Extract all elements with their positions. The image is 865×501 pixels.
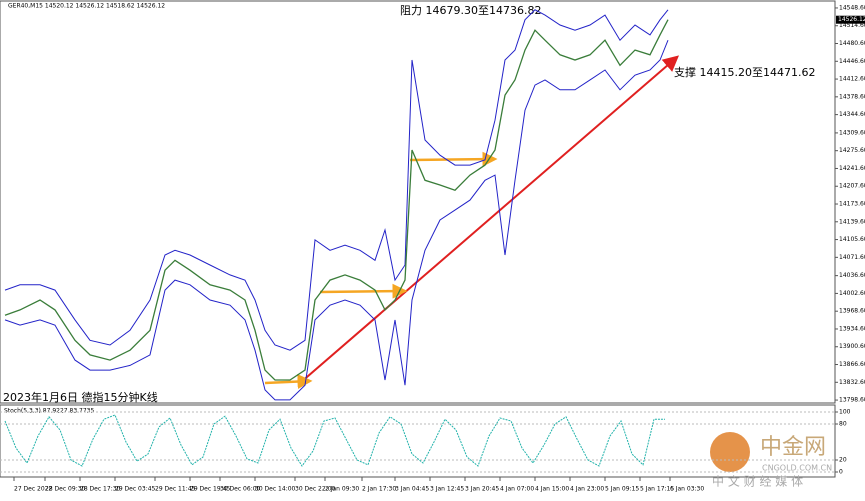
x-tick-label: 30 Dec 22:00 — [295, 486, 336, 493]
y-tick-label: 14548.60 — [839, 4, 865, 11]
y-tick-label: 20 — [839, 457, 847, 464]
x-tick-label: 2 Jan 09:30 — [325, 486, 359, 493]
y-tick-label: 80 — [839, 421, 847, 428]
band-line — [4, 9, 669, 351]
x-tick-label: 3 Jan 12:45 — [430, 486, 464, 493]
y-tick-label: 14207.60 — [839, 183, 865, 190]
annotation: 阻力 14679.30至14736.82 — [400, 4, 541, 17]
x-tick-label: 5 Jan 17:15 — [640, 486, 674, 493]
y-tick-label: 13798.60 — [839, 397, 865, 404]
annotation: 支撑 14415.20至14471.62 — [674, 65, 815, 79]
x-tick-label: 2 Jan 17:30 — [362, 486, 396, 493]
level-arrow — [319, 283, 408, 299]
price-frame — [0, 0, 836, 404]
y-tick-label: 0 — [839, 469, 843, 476]
support-trend-arrow — [299, 55, 680, 384]
last-price-box — [836, 15, 865, 24]
x-tick-label: 30 Dec 14:00 — [255, 486, 296, 493]
x-tick-label: 28 Dec 09:30 — [45, 486, 86, 493]
y-tick-label: 14309.60 — [839, 129, 865, 136]
y-tick-label: 14071.60 — [839, 254, 865, 261]
y-tick-label: 14036.60 — [839, 272, 865, 279]
stoch-title: Stoch(5,3,3) 87.9227 83.7735 — [4, 408, 95, 415]
y-tick-label: 13900.60 — [839, 343, 865, 350]
y-tick-label: 14173.60 — [839, 201, 865, 208]
y-tick-label: 13934.60 — [839, 325, 865, 332]
chart-title: GER40,M15 14520.12 14526.12 14518.62 145… — [8, 3, 165, 10]
y-tick-label: 13968.60 — [839, 308, 865, 315]
y-tick-label: 14378.60 — [839, 93, 865, 100]
level-arrow — [409, 151, 498, 167]
band-line — [4, 40, 669, 401]
watermark-url: CNGOLD.COM.CN — [762, 464, 832, 473]
x-tick-label: 5 Jan 09:15 — [605, 486, 639, 493]
x-tick-label: 29 Dec 03:45 — [115, 486, 156, 493]
caption: 2023年1月6日 德指15分钟K线 — [3, 390, 158, 404]
watermark-name: 中金网 — [760, 435, 826, 460]
stoch-frame — [0, 404, 836, 478]
y-tick-label: 14344.60 — [839, 111, 865, 118]
y-tick-label: 13866.60 — [839, 361, 865, 368]
x-tick-label: 3 Jan 04:45 — [395, 486, 429, 493]
y-tick-label: 14105.60 — [839, 236, 865, 243]
y-tick-label: 13832.60 — [839, 379, 865, 386]
y-tick-label: 100 — [839, 409, 851, 416]
watermark-tagline: 中 文 财 经 媒 体 — [712, 474, 803, 489]
y-tick-label: 14139.60 — [839, 218, 865, 225]
x-tick-label: 30 Dec 06:00 — [220, 486, 261, 493]
x-tick-label: 27 Dec 2022 — [14, 486, 53, 493]
x-tick-label: 4 Jan 07:00 — [500, 486, 534, 493]
x-tick-label: 4 Jan 23:00 — [570, 486, 604, 493]
logo — [710, 432, 750, 472]
x-tick-label: 6 Jan 03:30 — [670, 486, 704, 493]
x-tick-label: 3 Jan 20:45 — [465, 486, 499, 493]
x-tick-label: 4 Jan 15:00 — [535, 486, 569, 493]
y-tick-label: 14275.60 — [839, 147, 865, 154]
price-line — [4, 19, 669, 381]
x-tick-label: 29 Dec 19:45 — [190, 486, 231, 493]
y-tick-label: 14002.60 — [839, 290, 865, 297]
y-tick-label: 14241.60 — [839, 165, 865, 172]
y-tick-label: 14446.60 — [839, 58, 865, 65]
level-arrow — [264, 374, 313, 390]
last-price-label: 14526.12 — [838, 16, 865, 23]
stoch-line — [4, 414, 665, 467]
x-tick-label: 28 Dec 17:30 — [80, 486, 121, 493]
y-tick-label: 14412.60 — [839, 76, 865, 83]
y-tick-label: 14480.60 — [839, 40, 865, 47]
x-tick-label: 29 Dec 11:45 — [155, 486, 196, 493]
y-tick-label: 14514.60 — [839, 22, 865, 29]
